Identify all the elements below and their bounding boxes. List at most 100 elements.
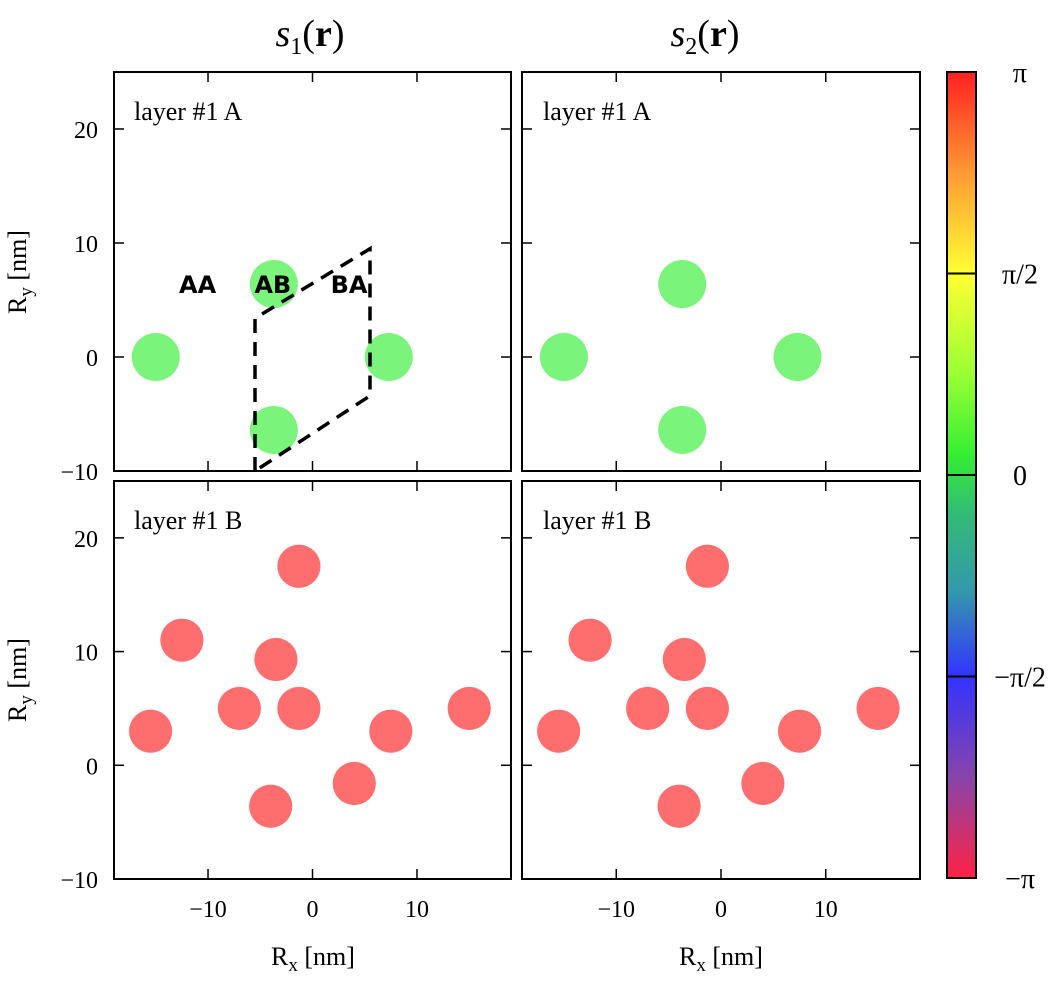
panel-overlay: AA AB BA (179, 245, 372, 475)
xlabel-main: R (679, 942, 697, 971)
colorbar-tick-label: π (1013, 58, 1027, 89)
density-blob (685, 544, 729, 588)
y-tick-label: 20 (74, 118, 98, 144)
xlabel-unit: [nm] (298, 942, 355, 971)
density-blob (685, 686, 729, 731)
panel-layer1A-s1: AA AB BA layer #1 A −10 0 10 20 (60, 71, 512, 486)
panel-frame (521, 71, 921, 472)
density-blob (160, 618, 204, 662)
region-label: AB (254, 271, 291, 299)
density-blob (539, 333, 588, 381)
unit-cell-outline (253, 245, 372, 475)
density-blob (658, 260, 707, 309)
y-tick-label: 0 (86, 346, 98, 372)
y-tick-label: −10 (60, 460, 98, 486)
density-blob (249, 784, 293, 828)
col1-sub: 1 (290, 34, 302, 60)
density-blob (657, 784, 701, 828)
col1-arg: r (315, 13, 332, 55)
colorbar-tick-label: π/2 (1002, 259, 1038, 290)
density-blob (277, 544, 321, 588)
ylabel-unit: [nm] (3, 638, 32, 695)
x-tick-label: 10 (405, 897, 429, 923)
colorbar-ticks: π π/2 0 −π/2 −π (947, 58, 1046, 895)
panel-layer1B-s2: layer #1 B −10 0 10 (521, 480, 921, 923)
region-label: BA (331, 271, 368, 299)
y-tick-label: 0 (86, 754, 98, 780)
density-blob (662, 637, 706, 682)
panel-data (539, 260, 822, 454)
x-tick-label: 0 (307, 897, 319, 923)
col1-open-paren: ( (302, 13, 315, 55)
panel-frame (113, 480, 512, 880)
density-blob (249, 405, 298, 454)
colorbar-frame (946, 71, 977, 879)
density-blob (254, 637, 298, 682)
density-blob (217, 686, 261, 731)
panel-label: layer #1 A (134, 97, 243, 126)
density-blob (658, 405, 707, 454)
y-tick-label: 10 (74, 641, 98, 667)
colorbar-tick-label: 0 (1013, 461, 1027, 492)
ylabel-sub: y (16, 695, 37, 705)
x-tick-label: −10 (189, 897, 227, 923)
ylabel-unit: [nm] (3, 230, 32, 287)
density-blob (777, 709, 822, 753)
density-blob (128, 709, 173, 753)
density-blob (364, 333, 413, 381)
density-blob (447, 686, 491, 731)
panel-data (537, 544, 900, 828)
panel-ticks: −10 0 10 −10 0 10 20 (60, 481, 511, 923)
col2-func: s (671, 13, 686, 55)
col2-arg: r (710, 13, 727, 55)
y-tick-label: −10 (60, 868, 98, 894)
ylabel-main: R (3, 704, 32, 722)
col2-close-paren: ) (727, 13, 740, 55)
colorbar-tick-label: −π (1005, 864, 1035, 895)
x-tick-label: 10 (814, 897, 838, 923)
col2-open-paren: ( (697, 13, 710, 55)
density-blob (249, 260, 298, 309)
colorbar-tick-label: −π/2 (994, 663, 1046, 694)
panel-data (128, 544, 491, 828)
panel-data (131, 260, 413, 454)
x-axis-label-right: Rx [nm] (679, 942, 763, 976)
column-title-s1: s1(r) (276, 13, 345, 60)
density-blob (537, 709, 581, 753)
panel-ticks: −10 0 10 20 (60, 72, 511, 486)
y-axis-label-top: Ry [nm] (3, 230, 37, 314)
density-blob (741, 761, 785, 806)
col1-close-paren: ) (332, 13, 345, 55)
panel-label: layer #1 B (134, 506, 242, 535)
density-blob (568, 618, 612, 662)
density-blob (332, 761, 376, 806)
panel-ticks: −10 0 10 (522, 481, 920, 923)
panel-ticks (522, 72, 920, 472)
panel-label: layer #1 A (543, 97, 652, 126)
density-blob (277, 686, 321, 731)
y-tick-label: 10 (74, 232, 98, 258)
panel-frame (113, 71, 512, 472)
col2-sub: 2 (685, 34, 697, 60)
panel-label: layer #1 B (543, 506, 651, 535)
y-axis-label-bottom: Ry [nm] (3, 638, 37, 722)
col1-func: s (276, 13, 291, 55)
column-title-s2: s2(r) (671, 13, 740, 60)
density-blob (369, 709, 413, 753)
colorbar: π π/2 0 −π/2 −π (946, 58, 1046, 895)
x-tick-label: 0 (715, 897, 727, 923)
xlabel-sub: x (288, 955, 298, 976)
x-tick-label: −10 (597, 897, 635, 923)
xlabel-main: R (271, 942, 289, 971)
region-label: AA (179, 271, 217, 299)
density-blob (626, 686, 670, 731)
ylabel-main: R (3, 296, 32, 314)
x-axis-label-left: Rx [nm] (271, 942, 355, 976)
panel-frame (521, 480, 921, 880)
panel-layer1B-s1: layer #1 B −10 0 10 −10 0 10 20 (60, 480, 512, 923)
ylabel-sub: y (16, 287, 37, 297)
density-blob (856, 686, 900, 731)
density-blob (131, 333, 180, 381)
xlabel-unit: [nm] (706, 942, 763, 971)
